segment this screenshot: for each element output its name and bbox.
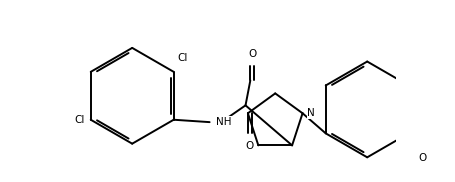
Text: N: N — [307, 108, 314, 118]
Text: Cl: Cl — [75, 115, 85, 125]
Text: O: O — [248, 49, 256, 59]
Text: Cl: Cl — [177, 53, 187, 63]
Text: NH: NH — [215, 117, 231, 127]
Text: O: O — [245, 141, 253, 151]
Text: O: O — [417, 153, 425, 163]
